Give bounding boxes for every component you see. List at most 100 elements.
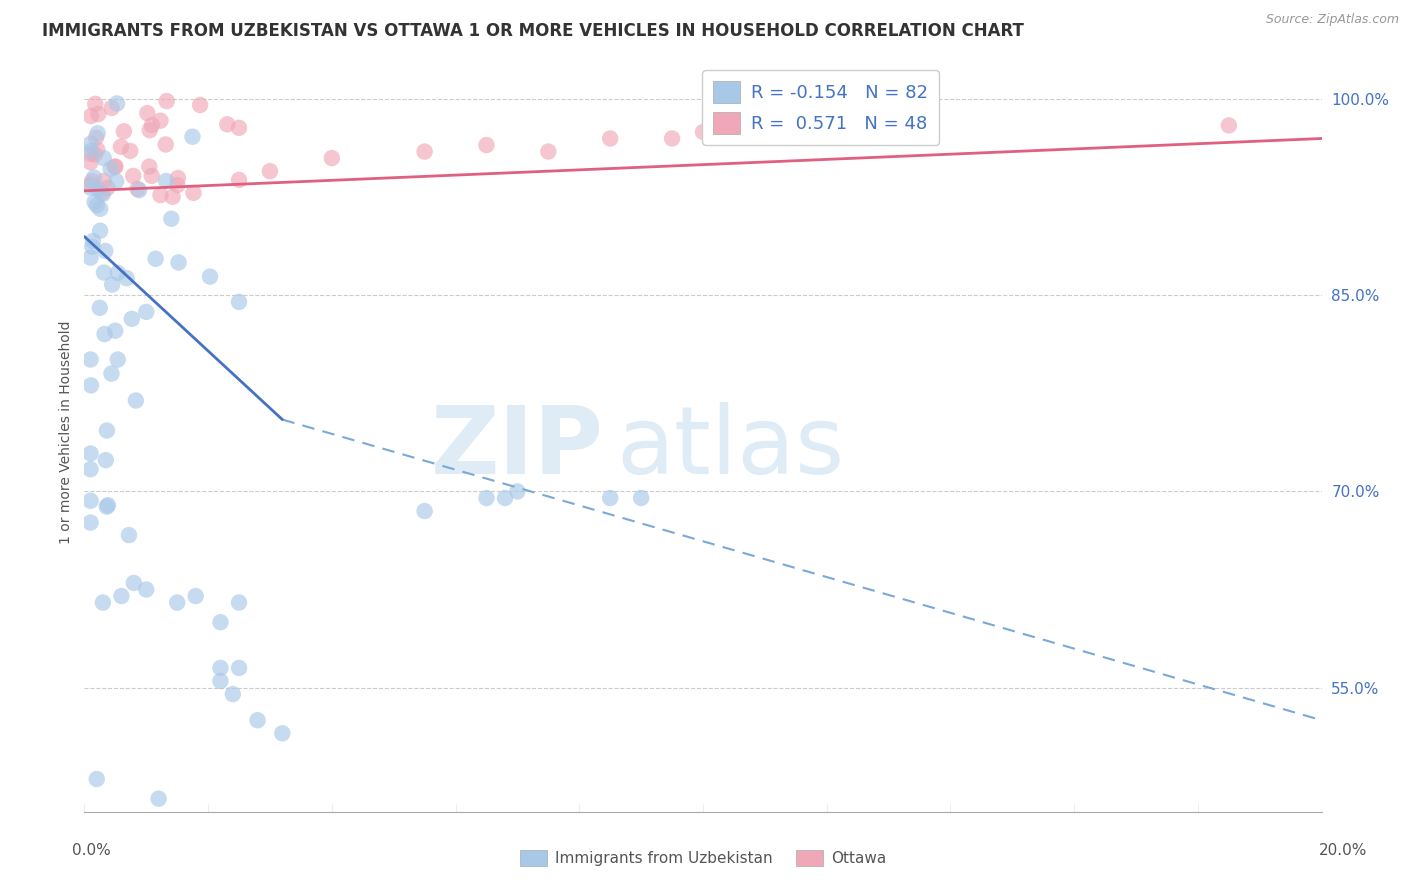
Point bbox=[89, 202, 111, 216]
Point bbox=[494, 491, 516, 505]
Point bbox=[908, 125, 931, 139]
Point bbox=[128, 183, 150, 197]
Y-axis label: 1 or more Vehicles in Household: 1 or more Vehicles in Household bbox=[59, 321, 73, 544]
Point bbox=[79, 155, 101, 169]
Point bbox=[110, 140, 132, 154]
Text: Source: ZipAtlas.com: Source: ZipAtlas.com bbox=[1265, 13, 1399, 27]
Point bbox=[166, 178, 188, 192]
Point bbox=[79, 462, 101, 476]
Point bbox=[138, 160, 160, 174]
Point bbox=[125, 393, 148, 408]
Point bbox=[97, 498, 120, 512]
Point bbox=[166, 596, 188, 610]
Point bbox=[94, 453, 117, 467]
Point bbox=[83, 194, 105, 209]
Point bbox=[135, 582, 157, 597]
Point bbox=[87, 183, 110, 197]
Point bbox=[162, 190, 184, 204]
Point bbox=[107, 352, 129, 367]
Point bbox=[82, 240, 104, 254]
Point bbox=[475, 138, 498, 153]
Point bbox=[228, 596, 250, 610]
Point bbox=[105, 96, 128, 111]
Point bbox=[104, 160, 127, 174]
Point bbox=[79, 446, 101, 460]
Point bbox=[79, 136, 101, 151]
Point bbox=[94, 244, 117, 258]
Point bbox=[198, 269, 221, 284]
Point bbox=[115, 271, 138, 285]
Point bbox=[79, 493, 101, 508]
Point bbox=[96, 424, 118, 438]
Point bbox=[104, 324, 127, 338]
Point bbox=[122, 169, 145, 183]
Point bbox=[122, 576, 145, 591]
Point bbox=[118, 528, 141, 542]
Point bbox=[209, 661, 232, 675]
Text: ZIP: ZIP bbox=[432, 401, 605, 494]
Point bbox=[181, 129, 204, 144]
Point bbox=[537, 145, 560, 159]
Point bbox=[107, 266, 129, 280]
Point bbox=[222, 687, 245, 701]
Point bbox=[228, 173, 250, 187]
Point bbox=[79, 178, 101, 192]
Point bbox=[259, 164, 281, 178]
Point bbox=[96, 500, 118, 514]
Point bbox=[93, 174, 115, 188]
Point bbox=[413, 504, 436, 518]
Point bbox=[100, 161, 122, 176]
Point bbox=[121, 311, 143, 326]
Point bbox=[93, 266, 115, 280]
Point bbox=[93, 151, 115, 165]
Point bbox=[599, 131, 621, 145]
Point bbox=[661, 131, 683, 145]
Point bbox=[80, 109, 103, 123]
Point bbox=[184, 589, 207, 603]
Point bbox=[90, 186, 112, 200]
Point bbox=[217, 117, 239, 131]
Point bbox=[86, 198, 108, 212]
Point bbox=[112, 124, 135, 138]
Point bbox=[475, 491, 498, 505]
Point bbox=[79, 146, 101, 161]
Point bbox=[160, 211, 183, 226]
Text: IMMIGRANTS FROM UZBEKISTAN VS OTTAWA 1 OR MORE VEHICLES IN HOUSEHOLD CORRELATION: IMMIGRANTS FROM UZBEKISTAN VS OTTAWA 1 O… bbox=[42, 22, 1024, 40]
Point bbox=[167, 170, 190, 185]
Point bbox=[110, 589, 132, 603]
Point bbox=[87, 107, 110, 121]
Point bbox=[506, 484, 529, 499]
Point bbox=[228, 120, 250, 135]
Point bbox=[155, 137, 177, 152]
Legend: R = -0.154   N = 82, R =  0.571   N = 48: R = -0.154 N = 82, R = 0.571 N = 48 bbox=[702, 70, 939, 145]
Point bbox=[91, 596, 114, 610]
Point bbox=[89, 224, 111, 238]
Point bbox=[80, 174, 103, 188]
Point bbox=[209, 615, 232, 630]
Point bbox=[183, 186, 205, 200]
Point bbox=[84, 96, 107, 111]
Point bbox=[630, 491, 652, 505]
Text: atlas: atlas bbox=[616, 401, 845, 494]
Point bbox=[692, 125, 714, 139]
Point bbox=[1218, 119, 1240, 133]
Point bbox=[86, 126, 108, 140]
Point bbox=[100, 367, 122, 381]
Point bbox=[149, 113, 172, 128]
Point bbox=[413, 145, 436, 159]
Point bbox=[246, 713, 269, 727]
Point bbox=[86, 143, 108, 157]
Point bbox=[228, 294, 250, 309]
Point bbox=[82, 234, 104, 248]
Point bbox=[209, 673, 232, 688]
Point bbox=[89, 301, 111, 315]
Point bbox=[271, 726, 294, 740]
Point bbox=[155, 174, 177, 188]
Point bbox=[79, 251, 101, 265]
Point bbox=[80, 378, 103, 392]
Point bbox=[188, 98, 211, 112]
Point bbox=[228, 661, 250, 675]
Point bbox=[79, 180, 101, 194]
Text: 0.0%: 0.0% bbox=[72, 843, 111, 858]
Point bbox=[135, 305, 157, 319]
